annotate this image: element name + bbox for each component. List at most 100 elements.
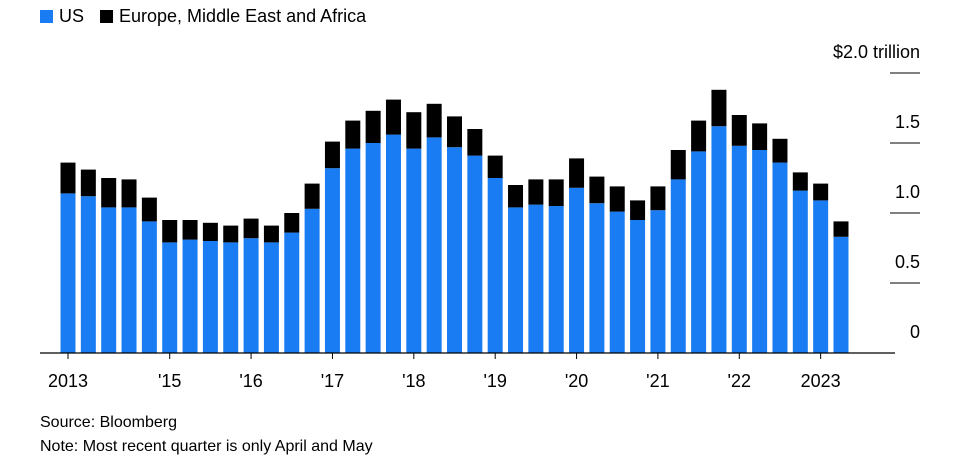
- y-tick-label: 0: [910, 322, 920, 342]
- y-tick-label: 1.0: [895, 182, 920, 202]
- bar-segment: [752, 123, 768, 150]
- bar-segment: [345, 148, 361, 353]
- bar-segment: [609, 186, 625, 212]
- bar-segment: [263, 242, 279, 353]
- bar-segment: [60, 193, 76, 353]
- bar-segment: [304, 208, 320, 353]
- bar-segment: [467, 129, 483, 156]
- x-tick-label: '18: [402, 371, 425, 391]
- bar-segment: [630, 220, 646, 353]
- bar-segment: [101, 178, 117, 208]
- bar-segment: [447, 116, 462, 148]
- y-tick-label: 1.5: [895, 112, 920, 132]
- bar-segment: [630, 200, 646, 220]
- bar-segment: [670, 150, 686, 180]
- bar-segment: [385, 99, 401, 135]
- x-tick-label: 2023: [801, 371, 841, 391]
- bar-segment: [609, 211, 625, 353]
- bar-segment: [182, 239, 198, 353]
- bar-segment: [508, 207, 524, 353]
- bar-segment: [731, 145, 747, 353]
- bar-segment: [772, 138, 788, 163]
- bar-segment: [406, 148, 422, 353]
- bar-segment: [426, 137, 442, 353]
- bar-segment: [182, 220, 198, 240]
- note: Note: Most recent quarter is only April …: [40, 438, 373, 455]
- bar-segment: [833, 236, 849, 353]
- bar-segment: [426, 103, 442, 138]
- bar-segment: [670, 179, 686, 353]
- bar-segment: [548, 179, 564, 206]
- bar-segment: [589, 203, 605, 353]
- bar-segment: [345, 120, 361, 149]
- bar-segment: [304, 183, 320, 209]
- bar-segment: [691, 151, 707, 353]
- x-tick-label: '21: [646, 371, 669, 391]
- bar-segment: [792, 172, 808, 191]
- bar-segment: [202, 241, 218, 353]
- bar-segment: [711, 89, 727, 127]
- bar-segment: [528, 204, 544, 353]
- bar-segment: [324, 141, 340, 169]
- bar-segment: [731, 115, 747, 146]
- bar-segment: [324, 168, 340, 353]
- bar-segment: [80, 169, 96, 197]
- bar-segment: [121, 207, 137, 353]
- bar-segment: [80, 196, 96, 353]
- source: Source: Bloomberg: [40, 414, 177, 431]
- bar-segment: [243, 218, 259, 239]
- x-tick-label: '22: [728, 371, 751, 391]
- bar-segment: [650, 186, 666, 211]
- bar-segment: [508, 185, 524, 208]
- legend-swatch: [40, 10, 53, 23]
- bar-segment: [792, 190, 808, 353]
- bar-segment: [365, 143, 381, 353]
- bar-segment: [487, 155, 503, 178]
- bar-segment: [569, 158, 585, 188]
- bar-segment: [487, 178, 503, 353]
- bar-segment: [548, 206, 564, 353]
- bar-segment: [101, 207, 117, 353]
- x-tick-label: '16: [239, 371, 262, 391]
- bar-segment: [365, 110, 381, 143]
- x-tick-label: '19: [483, 371, 506, 391]
- bar-segment: [385, 134, 401, 353]
- legend-swatch: [100, 10, 114, 23]
- x-tick-label: '17: [321, 371, 344, 391]
- legend-label: US: [59, 6, 84, 26]
- y-tick-label: $2.0 trillion: [833, 42, 920, 62]
- bar-segment: [569, 187, 585, 353]
- bar-segment: [141, 221, 157, 353]
- bar-segment: [263, 225, 279, 243]
- bar-segment: [223, 225, 239, 243]
- bar-segment: [528, 179, 544, 205]
- bar-segment: [284, 213, 300, 233]
- bar-segment: [406, 112, 422, 149]
- bar-segment: [833, 221, 849, 237]
- bar-segment: [447, 147, 462, 353]
- x-tick-label: '20: [565, 371, 588, 391]
- y-tick-label: 0.5: [895, 252, 920, 272]
- bar-segment: [121, 179, 137, 208]
- bar-segment: [813, 200, 829, 353]
- bar-segment: [589, 176, 605, 204]
- bar-segment: [650, 210, 666, 353]
- x-tick-label: 2013: [48, 371, 88, 391]
- bar-segment: [60, 162, 76, 194]
- bar-segment: [141, 197, 157, 222]
- legend-label: Europe, Middle East and Africa: [119, 6, 367, 26]
- bar-segment: [772, 162, 788, 353]
- bar-segment: [752, 150, 768, 353]
- bar-segment: [467, 155, 483, 353]
- bar-segment: [813, 183, 829, 201]
- bar-segment: [162, 242, 178, 353]
- bar-segment: [162, 220, 178, 243]
- bar-segment: [243, 238, 259, 353]
- bar-segment: [691, 120, 707, 152]
- bar-segment: [711, 126, 727, 353]
- x-tick-label: '15: [158, 371, 181, 391]
- bar-segment: [284, 232, 300, 353]
- bar-segment: [223, 242, 239, 353]
- bar-segment: [202, 222, 218, 241]
